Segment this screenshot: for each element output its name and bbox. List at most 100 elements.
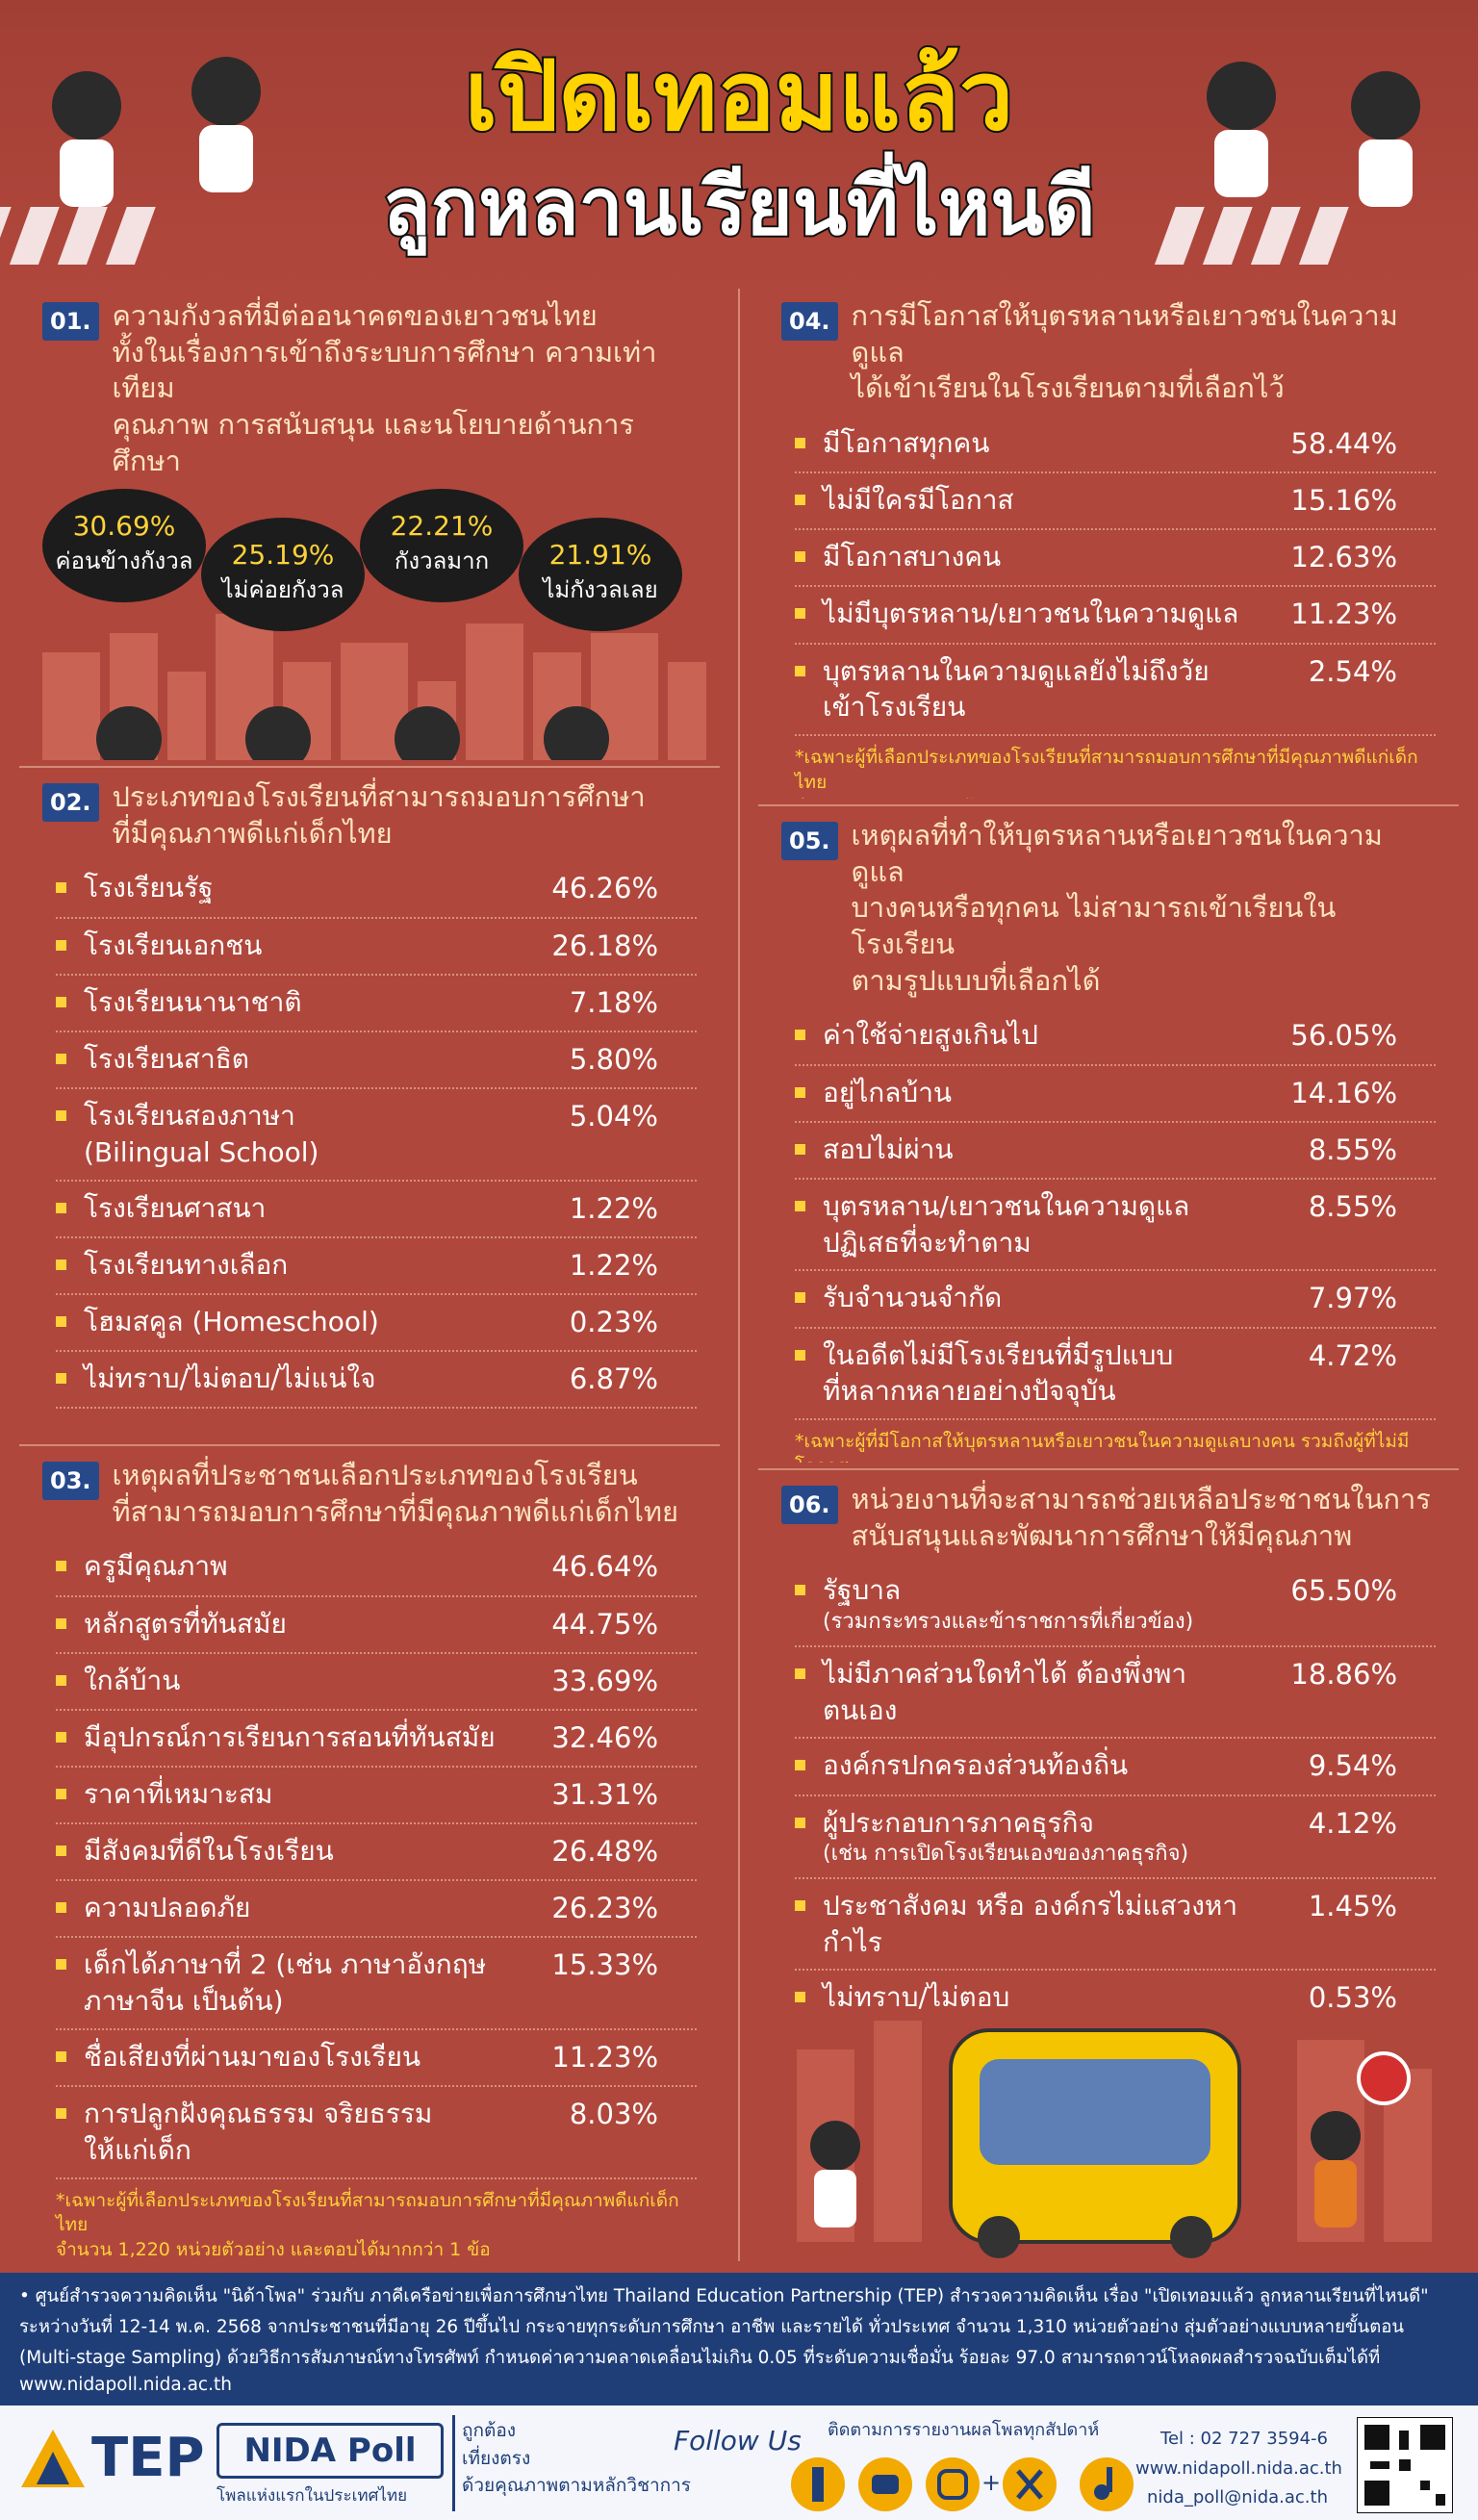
item-label: ไม่ทราบ/ไม่ตอบ/ไม่แน่ใจ — [84, 1361, 504, 1397]
bullet — [56, 1109, 66, 1121]
bubble-label: ไม่กังวลเลย — [543, 576, 658, 604]
label-line: โรงเรียนสาธิต — [84, 1042, 249, 1075]
label-line: โรงเรียนทางเลือก — [84, 1248, 289, 1281]
item-label: ในอดีตไม่มีโรงเรียนที่มีรูปแบบ ที่หลากหลา… — [823, 1337, 1243, 1411]
bubble-area: 30.69% ค่อนข้างกังวล 25.19% ไม่ค่อยกังวล 22.… — [42, 489, 706, 760]
item-label: โฮมสคูล (Homeschool) — [84, 1304, 504, 1340]
bullet — [795, 1349, 805, 1361]
motto-line: เที่ยงตรง — [462, 2447, 531, 2469]
item-label: อยู่ไกลบ้าน — [823, 1075, 1243, 1111]
section-separator — [758, 804, 1459, 806]
motto-line: ถูกต้อง — [462, 2420, 517, 2441]
label-line: ให้แก่เด็ก — [84, 2133, 191, 2166]
bullet — [56, 2108, 66, 2120]
building — [42, 652, 100, 760]
title-line: หน่วยงานที่จะสามารถช่วยเหลือประชาชนในการ — [851, 1483, 1431, 1515]
item-label: ค่าใช้จ่ายสูงเกินไป — [823, 1017, 1243, 1054]
item-value: 1.45% — [1308, 1889, 1397, 1922]
item-value: 33.69% — [551, 1664, 658, 1697]
website: www.nidapoll.nida.ac.th — [1135, 2457, 1342, 2479]
tep-name: TEP — [91, 2427, 205, 2489]
header: เปิดเทอมแล้ว ลูกหลานเรียนที่ไหนดี — [0, 0, 1478, 289]
bubble-value: 30.69% — [72, 510, 176, 543]
item-value: 6.87% — [569, 1362, 658, 1395]
label-line: ไม่มีใครมีโอกาส — [823, 484, 1014, 517]
list-item: โฮมสคูล (Homeschool) 0.23% — [56, 1295, 697, 1352]
label-line: ครูมีคุณภาพ — [84, 1550, 228, 1583]
item-value: 58.44% — [1290, 427, 1397, 461]
label-line: รัฐบาล — [823, 1574, 902, 1607]
building — [668, 662, 706, 760]
list-item: อยู่ไกลบ้าน 14.16% — [795, 1066, 1436, 1123]
label-line: เข้าโรงเรียน — [823, 691, 966, 724]
label-line: ค่าใช้จ่ายสูงเกินไป — [823, 1019, 1038, 1052]
bullet — [795, 1667, 805, 1679]
follow-us: Follow Us — [674, 2425, 802, 2456]
list-item: ประชาสังคม หรือ องค์กรไม่แสวงหากำไร 1.45% — [795, 1879, 1436, 1972]
title-line: ได้เข้าเรียนในโรงเรียนตามที่เลือกไว้ — [851, 371, 1285, 405]
qr-code — [1357, 2417, 1453, 2513]
bullet — [56, 1617, 66, 1629]
item-label: มีอุปกรณ์การเรียนการสอนที่ทันสมัย — [84, 1719, 504, 1756]
list-item: เด็กได้ภาษาที่ 2 (เช่น ภาษาอังกฤษ ภาษาจีน… — [56, 1938, 697, 2030]
motto: ถูกต้องเที่ยงตรงด้วยคุณภาพตามหลักวิชาการ — [462, 2417, 691, 2500]
building — [466, 624, 523, 760]
item-label: มีโอกาสทุกคน — [823, 425, 1243, 462]
title-line: ทั้งในเรื่องการเข้าถึงระบบการศึกษา ความเ… — [112, 335, 657, 405]
item-label: ไม่มีภาคส่วนใดทำได้ ต้องพึ่งพาตนเอง — [823, 1656, 1243, 1729]
item-value: 15.16% — [1290, 484, 1397, 518]
label-line: โฮมสคูล (Homeschool) — [84, 1305, 379, 1337]
bullet — [56, 996, 66, 1007]
list-item: รัฐบาล (รวมกระทรวงและข้าราชการที่เกี่ยวข้… — [795, 1564, 1436, 1647]
bullet — [56, 1731, 66, 1743]
title: เปิดเทอมแล้ว — [463, 38, 1016, 154]
item-value: 7.18% — [569, 985, 658, 1019]
label-line: ไม่ทราบ/ไม่ตอบ — [823, 1981, 1010, 2011]
label-line: โรงเรียนศาสนา — [84, 1191, 267, 1224]
item-label: โรงเรียนศาสนา — [84, 1190, 504, 1227]
section-header: 06. หน่วยงานที่จะสามารถช่วยเหลือประชาชนใน… — [781, 1482, 1436, 1554]
item-value: 5.80% — [569, 1042, 658, 1076]
item-value: 1.22% — [569, 1191, 658, 1225]
note-line: จำนวน 1,220 หน่วยตัวอย่าง — [795, 796, 1436, 800]
bubble-label: ไม่ค่อยกังวล — [221, 576, 344, 604]
list-item: สอบไม่ผ่าน 8.55% — [795, 1123, 1436, 1180]
section-title: หน่วยงานที่จะสามารถช่วยเหลือประชาชนในการ… — [852, 1482, 1431, 1554]
section-separator — [758, 1468, 1459, 1470]
list-item: โรงเรียนทางเลือก 1.22% — [56, 1238, 697, 1295]
title-line: คุณภาพ การสนับสนุน และนโยบายด้านการศึกษา — [112, 408, 634, 477]
section-separator — [19, 766, 720, 768]
title-line: ประเภทของโรงเรียนที่สามารถมอบการศึกษา — [112, 780, 646, 813]
nida-logo: NIDA Poll — [217, 2423, 444, 2479]
item-value: 1.22% — [569, 1248, 658, 1282]
item-label: มีโอกาสบางคน — [823, 539, 1243, 575]
motto-line: ด้วยคุณภาพตามหลักวิชาการ — [462, 2475, 692, 2496]
item-value: 14.16% — [1290, 1076, 1397, 1109]
label-sub: (รวมกระทรวงและข้าราชการที่เกี่ยวข้อง) — [823, 1610, 1194, 1635]
tel: Tel : 02 727 3594-6 — [1160, 2429, 1328, 2449]
label-line: ชื่อเสียงที่ผ่านมาของโรงเรียน — [84, 2040, 420, 2073]
item-label: ครูมีคุณภาพ — [84, 1548, 504, 1585]
label-line: ภาษาจีน เป็นต้น) — [84, 1985, 284, 2018]
item-label: โรงเรียนเอกชน — [84, 928, 504, 964]
bullet — [56, 1259, 66, 1270]
label-line: การปลูกฝังคุณธรรม จริยธรรม — [84, 2098, 433, 2130]
svg-text:+: + — [981, 2469, 1001, 2496]
item-label: การปลูกฝังคุณธรรม จริยธรรม ให้แก่เด็ก — [84, 2096, 504, 2169]
item-value: 32.46% — [551, 1720, 658, 1754]
section: 05. เหตุผลที่ทำให้บุตรหลานหรือเยาวชนในควา… — [758, 808, 1459, 1463]
list-item: ไม่ทราบ/ไม่ตอบ 0.53% — [795, 1971, 1436, 2011]
item-label: ความปลอดภัย — [84, 1890, 504, 1926]
list-item: มีโอกาสบางคน 12.63% — [795, 530, 1436, 588]
list-item: บุตรหลาน/เยาวชนในความดูแล ปฏิเสธที่จะทำตา… — [795, 1180, 1436, 1272]
item-label: ราคาที่เหมาะสม — [84, 1776, 504, 1813]
section: 04. การมีโอกาสให้บุตรหลานหรือเยาวชนในความ… — [758, 289, 1459, 799]
item-label: รัฐบาล (รวมกระทรวงและข้าราชการที่เกี่ยวข้… — [823, 1572, 1243, 1636]
label-line: ประชาสังคม หรือ องค์กรไม่แสวงหากำไร — [823, 1889, 1238, 1958]
item-label: มีสังคมที่ดีในโรงเรียน — [84, 1833, 504, 1870]
label-line: ปฏิเสธที่จะทำตาม — [823, 1226, 1032, 1259]
building — [167, 672, 206, 760]
list-item: โรงเรียนสาธิต 5.80% — [56, 1032, 697, 1089]
item-label: ไม่มีใครมีโอกาส — [823, 482, 1243, 519]
